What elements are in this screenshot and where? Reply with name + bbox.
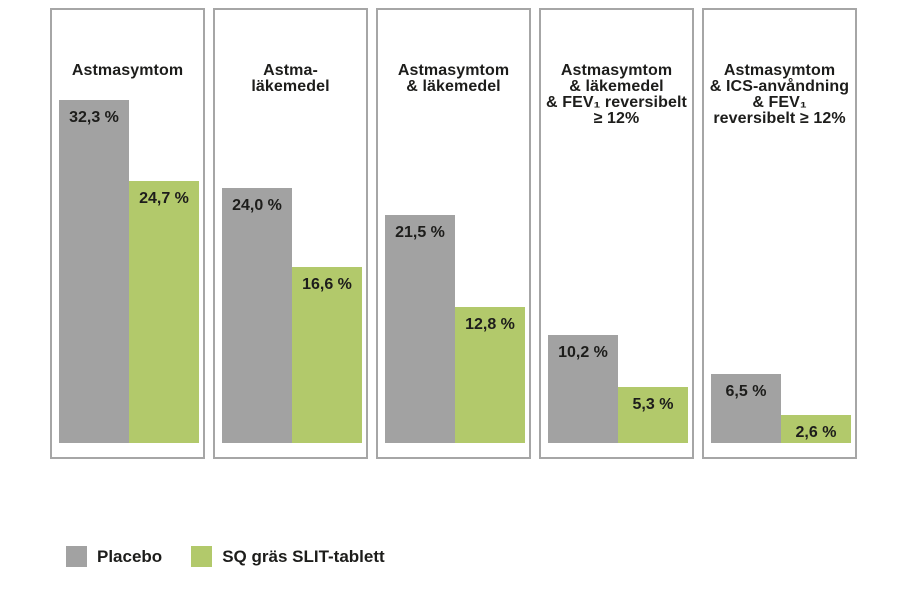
- slit-bar: 16,6 %: [292, 267, 362, 443]
- slit-bar-value: 16,6 %: [302, 276, 352, 293]
- panel-title-line: & FEV₁ reversibelt: [546, 94, 687, 111]
- panel-title-line: & läkemedel: [406, 78, 501, 95]
- panel-title-line: Astmasymtom: [560, 62, 673, 79]
- placebo-bar: 6,5 %: [711, 374, 781, 443]
- panel-title-line: ≥ 12%: [593, 110, 640, 127]
- panel-title-line: & ICS-anvåndning: [709, 78, 850, 95]
- placebo-bar: 21,5 %: [385, 215, 455, 443]
- placebo-bar: 24,0 %: [222, 188, 292, 443]
- placebo-bar: 10,2 %: [548, 335, 618, 443]
- legend-label-slit: SQ gräs SLIT-tablett: [222, 546, 385, 566]
- panel-title-line: Astmasymtom: [71, 62, 184, 79]
- chart-panel: Astmasymtom 32,3 % 24,7 %: [50, 8, 205, 459]
- panel-title-line: & FEV₁: [752, 94, 807, 111]
- panel-title-line: & läkemedel: [569, 78, 664, 95]
- slit-bar: 5,3 %: [618, 387, 688, 443]
- chart-panels: Astmasymtom 32,3 % 24,7 % Astma-läkemede…: [50, 8, 857, 459]
- bar-group: 24,0 % 16,6 %: [222, 188, 362, 443]
- placebo-swatch-icon: [66, 546, 87, 567]
- bar-group: 6,5 % 2,6 %: [711, 374, 851, 443]
- slit-bar-value: 2,6 %: [795, 424, 837, 441]
- chart-panel: Astma-läkemedel 24,0 % 16,6 %: [213, 8, 368, 459]
- legend-label-placebo: Placebo: [97, 546, 163, 566]
- panel-title: Astmasymtom: [52, 63, 203, 79]
- chart-panel: Astmasymtom & läkemedel & FEV₁ reversibelt…: [539, 8, 694, 459]
- bar-group: 32,3 % 24,7 %: [59, 100, 199, 443]
- placebo-bar-value: 32,3 %: [69, 109, 119, 126]
- placebo-bar: 32,3 %: [59, 100, 129, 443]
- panel-title: Astmasymtom & läkemedel & FEV₁ reversibelt…: [541, 63, 692, 127]
- bar-group: 10,2 % 5,3 %: [548, 335, 688, 443]
- placebo-bar-value: 21,5 %: [395, 224, 445, 241]
- slit-bar-value: 12,8 %: [465, 316, 515, 333]
- panel-title: Astma-läkemedel: [215, 63, 366, 95]
- panel-title-line: Astma-: [263, 62, 318, 79]
- placebo-bar-value: 24,0 %: [232, 197, 282, 214]
- panel-title-line: läkemedel: [251, 78, 330, 95]
- chart-panel: Astmasymtom & läkemedel 21,5 % 12,8 %: [376, 8, 531, 459]
- slit-bar: 12,8 %: [455, 307, 525, 443]
- legend: Placebo SQ gräs SLIT-tablett: [66, 546, 385, 567]
- chart-panel: Astmasymtom & ICS-anvåndning & FEV₁ reversi…: [702, 8, 857, 459]
- panel-title-line: reversibelt ≥ 12%: [713, 110, 846, 127]
- slit-bar-value: 5,3 %: [632, 396, 674, 413]
- slit-swatch-icon: [191, 546, 213, 567]
- panel-title: Astmasymtom & ICS-anvåndning & FEV₁ reversi…: [704, 63, 855, 127]
- legend-item-placebo: Placebo: [66, 546, 162, 567]
- panel-title-line: Astmasymtom: [397, 62, 510, 79]
- slit-bar: 2,6 %: [781, 415, 851, 443]
- placebo-bar-value: 6,5 %: [725, 383, 767, 400]
- legend-item-slit: SQ gräs SLIT-tablett: [191, 546, 385, 567]
- panel-title: Astmasymtom & läkemedel: [378, 63, 529, 95]
- panel-title-line: Astmasymtom: [723, 62, 836, 79]
- bar-group: 21,5 % 12,8 %: [385, 215, 525, 443]
- slit-bar-value: 24,7 %: [139, 190, 189, 207]
- placebo-bar-value: 10,2 %: [558, 344, 608, 361]
- slit-bar: 24,7 %: [129, 181, 199, 443]
